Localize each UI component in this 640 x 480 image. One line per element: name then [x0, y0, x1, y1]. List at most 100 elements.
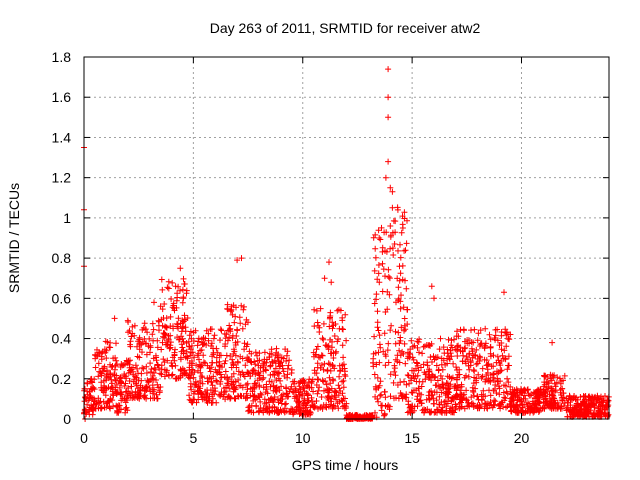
data-point — [414, 403, 421, 410]
data-point — [252, 371, 259, 378]
data-point — [557, 403, 563, 410]
data-point — [147, 360, 154, 367]
data-point — [240, 306, 247, 313]
data-point — [171, 307, 178, 314]
data-point — [190, 374, 197, 381]
data-point — [490, 371, 496, 378]
data-point — [414, 396, 420, 403]
data-point — [340, 361, 347, 368]
data-point — [186, 332, 193, 339]
data-point — [147, 349, 153, 356]
data-point — [209, 391, 216, 398]
data-point — [221, 385, 227, 392]
data-point — [154, 337, 161, 344]
data-point — [342, 395, 348, 402]
data-point — [478, 391, 485, 398]
data-point — [500, 403, 507, 410]
data-point — [375, 262, 382, 268]
data-point — [442, 398, 449, 404]
data-point — [339, 342, 346, 349]
data-point — [394, 382, 401, 388]
data-point — [256, 407, 263, 414]
data-point — [446, 356, 453, 363]
data-point — [103, 355, 110, 362]
data-point — [398, 324, 405, 331]
data-point — [111, 315, 118, 322]
data-point — [422, 376, 429, 383]
data-point — [343, 337, 350, 344]
data-point — [385, 273, 392, 280]
data-point — [518, 398, 524, 405]
data-point — [208, 326, 215, 333]
data-point — [340, 384, 347, 391]
data-point — [404, 321, 411, 328]
data-point — [426, 396, 433, 403]
data-point — [406, 408, 413, 415]
data-point — [262, 366, 269, 373]
data-point — [301, 400, 308, 407]
data-point — [274, 354, 281, 361]
data-point — [118, 406, 124, 413]
data-point — [339, 390, 346, 397]
data-point — [578, 401, 584, 408]
data-point — [482, 393, 489, 400]
data-point — [458, 391, 465, 398]
data-point — [477, 327, 484, 334]
data-point — [473, 375, 480, 382]
data-point — [208, 343, 215, 349]
data-point — [315, 387, 322, 394]
y-tick-label: 1.4 — [52, 129, 72, 145]
data-point — [497, 368, 504, 375]
data-point — [535, 398, 542, 405]
data-point — [325, 360, 332, 367]
data-point — [403, 381, 410, 388]
data-point — [232, 342, 239, 348]
data-point — [580, 393, 587, 400]
data-point — [251, 380, 258, 387]
data-point — [321, 360, 328, 367]
data-point — [107, 361, 113, 368]
data-point — [329, 319, 336, 326]
data-point — [449, 344, 456, 351]
data-point — [180, 275, 187, 282]
data-point — [364, 413, 371, 420]
data-point — [116, 402, 123, 409]
data-point — [383, 248, 390, 255]
data-point — [326, 323, 333, 330]
data-point — [420, 343, 427, 350]
data-point — [383, 229, 390, 236]
data-point — [106, 398, 113, 405]
data-point — [406, 380, 413, 387]
data-point — [411, 407, 417, 414]
data-point — [204, 375, 211, 382]
data-point — [132, 362, 139, 369]
data-point — [258, 391, 265, 398]
data-point — [151, 386, 158, 393]
data-point — [522, 395, 529, 402]
data-point — [179, 325, 186, 332]
data-point — [177, 265, 184, 272]
data-point — [602, 393, 608, 399]
data-point — [213, 369, 220, 376]
data-point — [449, 409, 456, 416]
data-point — [157, 370, 164, 377]
data-point — [589, 401, 596, 408]
data-point — [481, 356, 488, 363]
data-point — [263, 381, 270, 388]
data-point — [462, 360, 469, 367]
data-point — [196, 361, 203, 368]
data-point — [440, 344, 447, 351]
data-point — [385, 340, 392, 347]
data-point — [226, 385, 233, 392]
data-point — [276, 363, 283, 370]
data-point — [180, 347, 187, 354]
data-point — [335, 405, 342, 412]
data-point — [113, 390, 120, 397]
data-point — [331, 333, 338, 339]
data-point — [424, 359, 431, 366]
data-point — [224, 380, 231, 387]
data-point — [188, 335, 195, 342]
y-tick-label: 0.6 — [52, 290, 72, 306]
data-point — [504, 375, 511, 382]
data-point — [95, 360, 102, 367]
